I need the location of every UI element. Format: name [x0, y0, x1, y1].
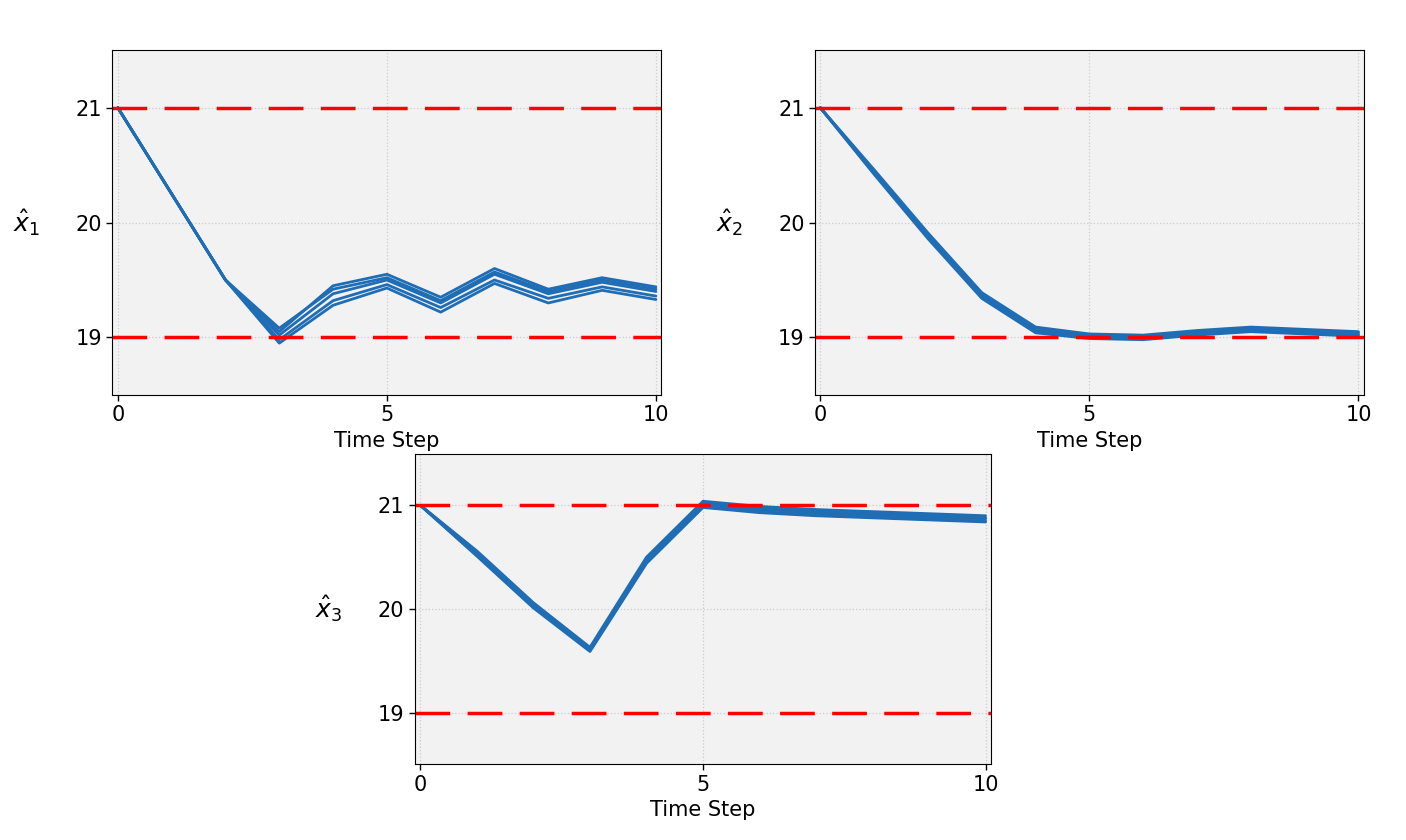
Y-axis label: $\hat{x}_1$: $\hat{x}_1$ — [13, 207, 41, 238]
X-axis label: Time Step: Time Step — [335, 431, 440, 451]
X-axis label: Time Step: Time Step — [651, 801, 755, 821]
X-axis label: Time Step: Time Step — [1036, 431, 1142, 451]
Y-axis label: $\hat{x}_2$: $\hat{x}_2$ — [716, 207, 742, 238]
Y-axis label: $\hat{x}_3$: $\hat{x}_3$ — [315, 594, 343, 624]
